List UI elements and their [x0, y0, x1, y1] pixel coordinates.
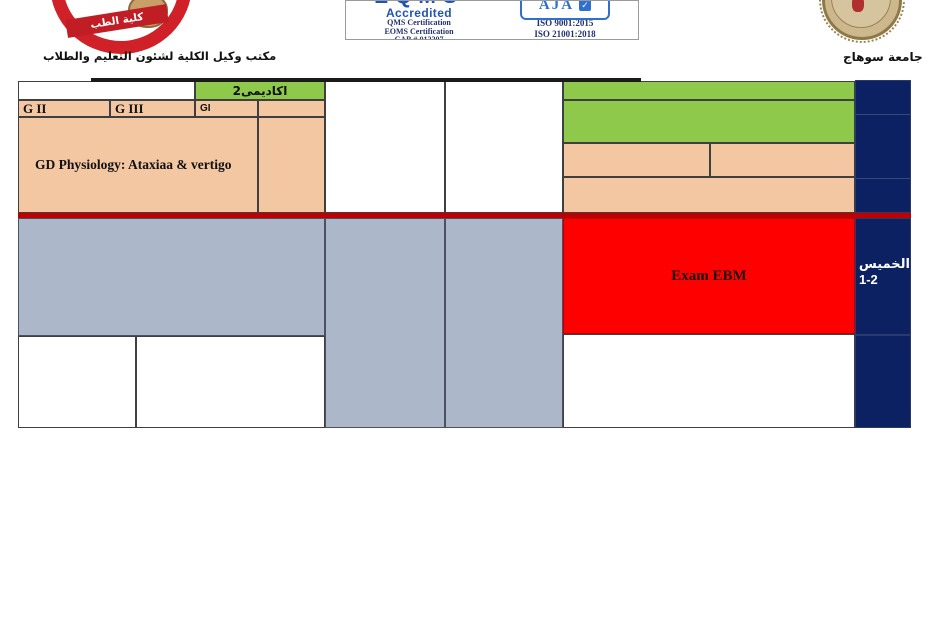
cell-right-green-1	[563, 81, 855, 100]
cell-bottom-gray-col-b	[445, 218, 563, 428]
cert-line-2: EOMS Certification	[384, 26, 454, 36]
cell-below-exam	[563, 334, 855, 428]
cell-right-green-2	[563, 100, 855, 143]
day-cell: الخميس 1-2	[855, 218, 911, 335]
cell-bottom-white-1	[18, 336, 136, 428]
cell-mid-column-a	[325, 81, 445, 213]
iso-line-1: ISO 9001:2015	[536, 18, 594, 28]
day-column-separator	[856, 178, 910, 179]
badge-right: AJA ✓ ISO 9001:2015 ISO 21001:2018	[492, 1, 638, 39]
cell-mid-column-b	[445, 81, 563, 213]
office-title: مكتب وكيل الكلية لشئون التعليم والطلاب	[43, 49, 277, 63]
cell-row1-empty	[18, 81, 195, 100]
day-time: 1-2	[859, 271, 878, 287]
exam-cell: Exam EBM	[563, 218, 855, 334]
cell-right-peach-1a	[563, 143, 710, 177]
day-column-top-cell	[855, 80, 911, 213]
group2-header-cell: G II	[18, 100, 110, 117]
iso-line-2: ISO 21001:2018	[534, 28, 596, 39]
lecture-cell: GD Physiology: Ataxiaa & vertigo	[18, 117, 258, 213]
accreditation-badge: EQMS Accredited QMS Certification EOMS C…	[345, 0, 639, 40]
university-name: جامعة سوهاج	[843, 50, 923, 64]
cert-line-1: QMS Certification	[387, 18, 451, 27]
cell-bottom-gray-big	[18, 218, 325, 336]
day-column-separator	[856, 114, 910, 115]
aja-logo-box: AJA ✓	[520, 1, 610, 20]
cell-row3-empty	[258, 117, 325, 213]
red-rule	[18, 213, 911, 218]
group1-header-cell: GI	[195, 100, 258, 117]
cell-right-peach-1b	[710, 143, 855, 177]
badge-left: EQMS Accredited QMS Certification EOMS C…	[346, 1, 492, 39]
cell-bottom-gray-col-a	[325, 218, 445, 428]
aja-label: AJA	[538, 1, 575, 13]
day-label: الخميس	[858, 256, 910, 272]
academic-cell: اكاديمى2	[195, 81, 325, 100]
cert-line-3: CAB # 012207	[346, 35, 492, 39]
day-column-bottom-cell	[855, 335, 911, 428]
cell-bottom-white-2	[136, 336, 325, 428]
top-rule	[91, 78, 641, 82]
university-emblem-crest-icon	[852, 0, 864, 12]
aja-check-icon: ✓	[579, 1, 592, 11]
cell-right-peach-2	[563, 177, 855, 213]
badge-cut-letters: EQMS	[346, 1, 492, 8]
accredited-label: Accredited	[385, 6, 453, 20]
group3-header-cell: G III	[110, 100, 195, 117]
cell-row2-empty	[258, 100, 325, 117]
